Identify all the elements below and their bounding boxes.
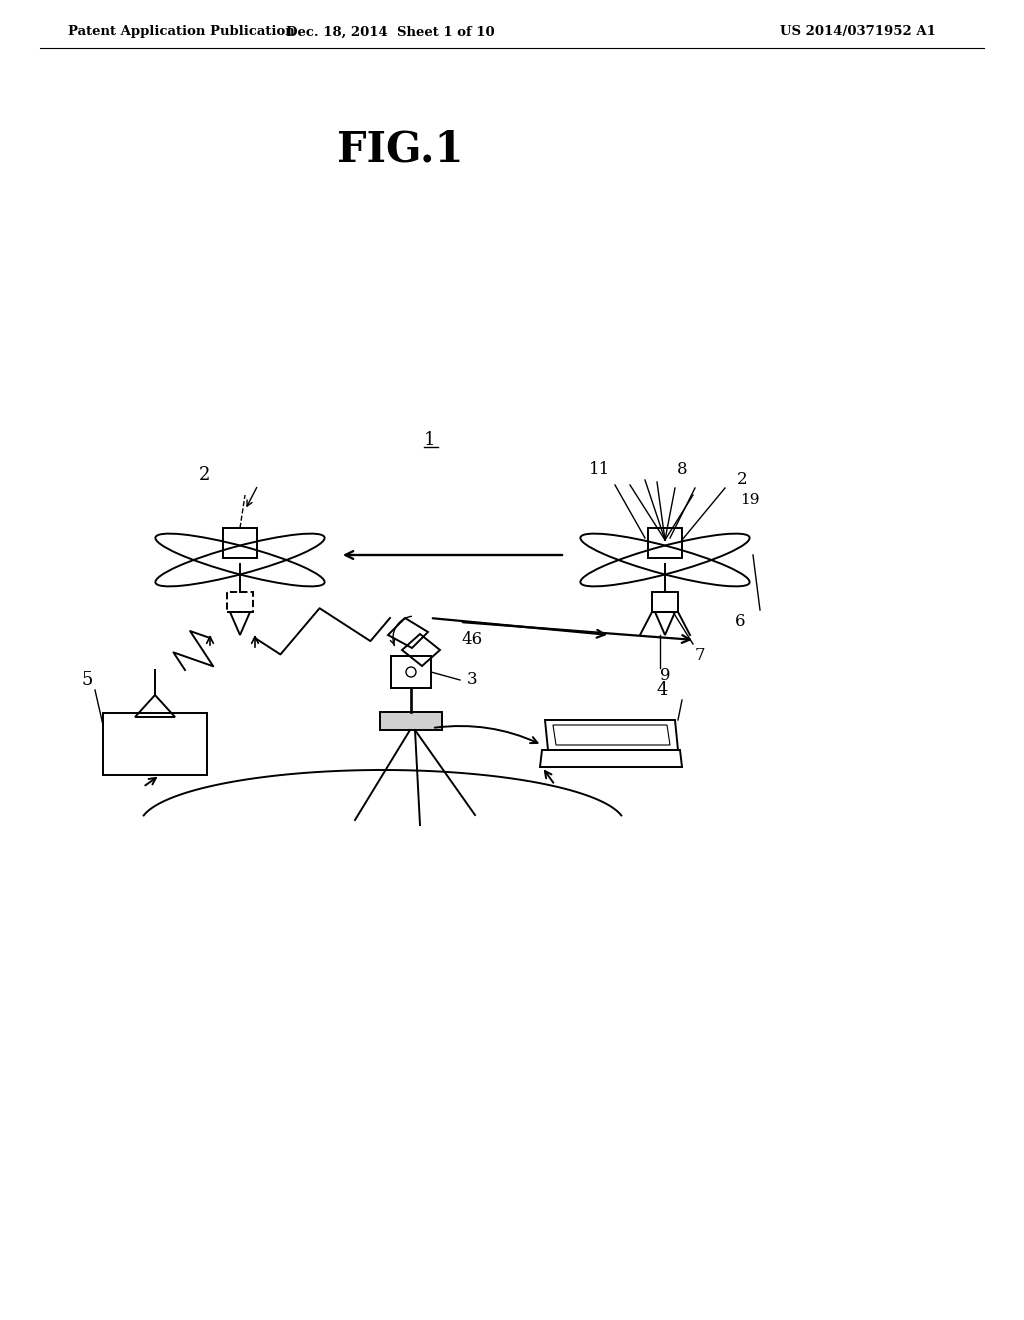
Text: Dec. 18, 2014  Sheet 1 of 10: Dec. 18, 2014 Sheet 1 of 10 [286,25,495,38]
Text: US 2014/0371952 A1: US 2014/0371952 A1 [780,25,936,38]
Text: FIG.1: FIG.1 [337,129,463,172]
Text: 8: 8 [677,462,687,479]
Text: 2: 2 [200,466,211,484]
Text: 1: 1 [424,432,436,449]
Text: 19: 19 [740,492,760,507]
Text: 4: 4 [656,681,668,700]
Text: 2: 2 [736,471,748,488]
Text: 3: 3 [467,672,477,689]
Text: 6: 6 [735,614,745,631]
Text: 9: 9 [659,667,671,684]
Text: 5: 5 [81,671,93,689]
Text: Patent Application Publication: Patent Application Publication [68,25,295,38]
FancyBboxPatch shape [380,711,442,730]
Text: 46: 46 [462,631,482,648]
Text: 11: 11 [590,462,610,479]
Text: 7: 7 [694,647,706,664]
